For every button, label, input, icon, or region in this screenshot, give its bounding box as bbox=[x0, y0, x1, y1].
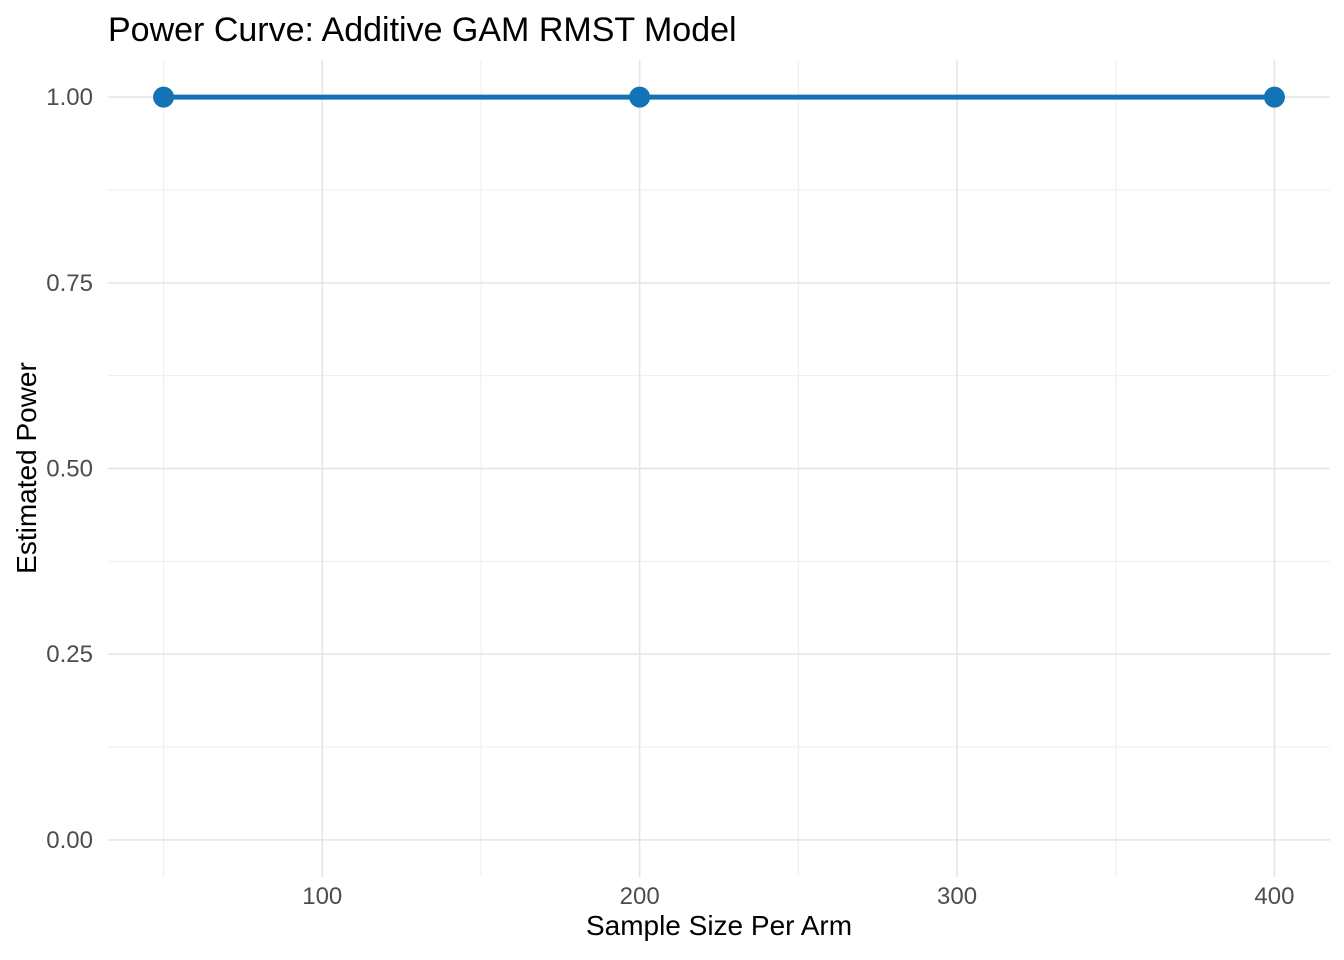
data-point bbox=[629, 86, 651, 108]
y-tick-label: 0.75 bbox=[46, 270, 93, 297]
x-tick-label: 300 bbox=[937, 883, 977, 910]
data-point bbox=[1263, 86, 1285, 108]
x-axis-title: Sample Size Per Arm bbox=[585, 910, 853, 941]
x-tick-label: 400 bbox=[1254, 883, 1294, 910]
y-tick-label: 1.00 bbox=[46, 84, 93, 111]
x-tick-label: 100 bbox=[302, 883, 342, 910]
chart-title: Power Curve: Additive GAM RMST Model bbox=[108, 11, 737, 49]
y-tick-label: 0.50 bbox=[46, 456, 93, 483]
y-tick-label: 0.25 bbox=[46, 641, 93, 668]
x-tick-label: 200 bbox=[620, 883, 660, 910]
y-tick-label: 0.00 bbox=[46, 827, 93, 854]
data-point bbox=[153, 86, 175, 108]
